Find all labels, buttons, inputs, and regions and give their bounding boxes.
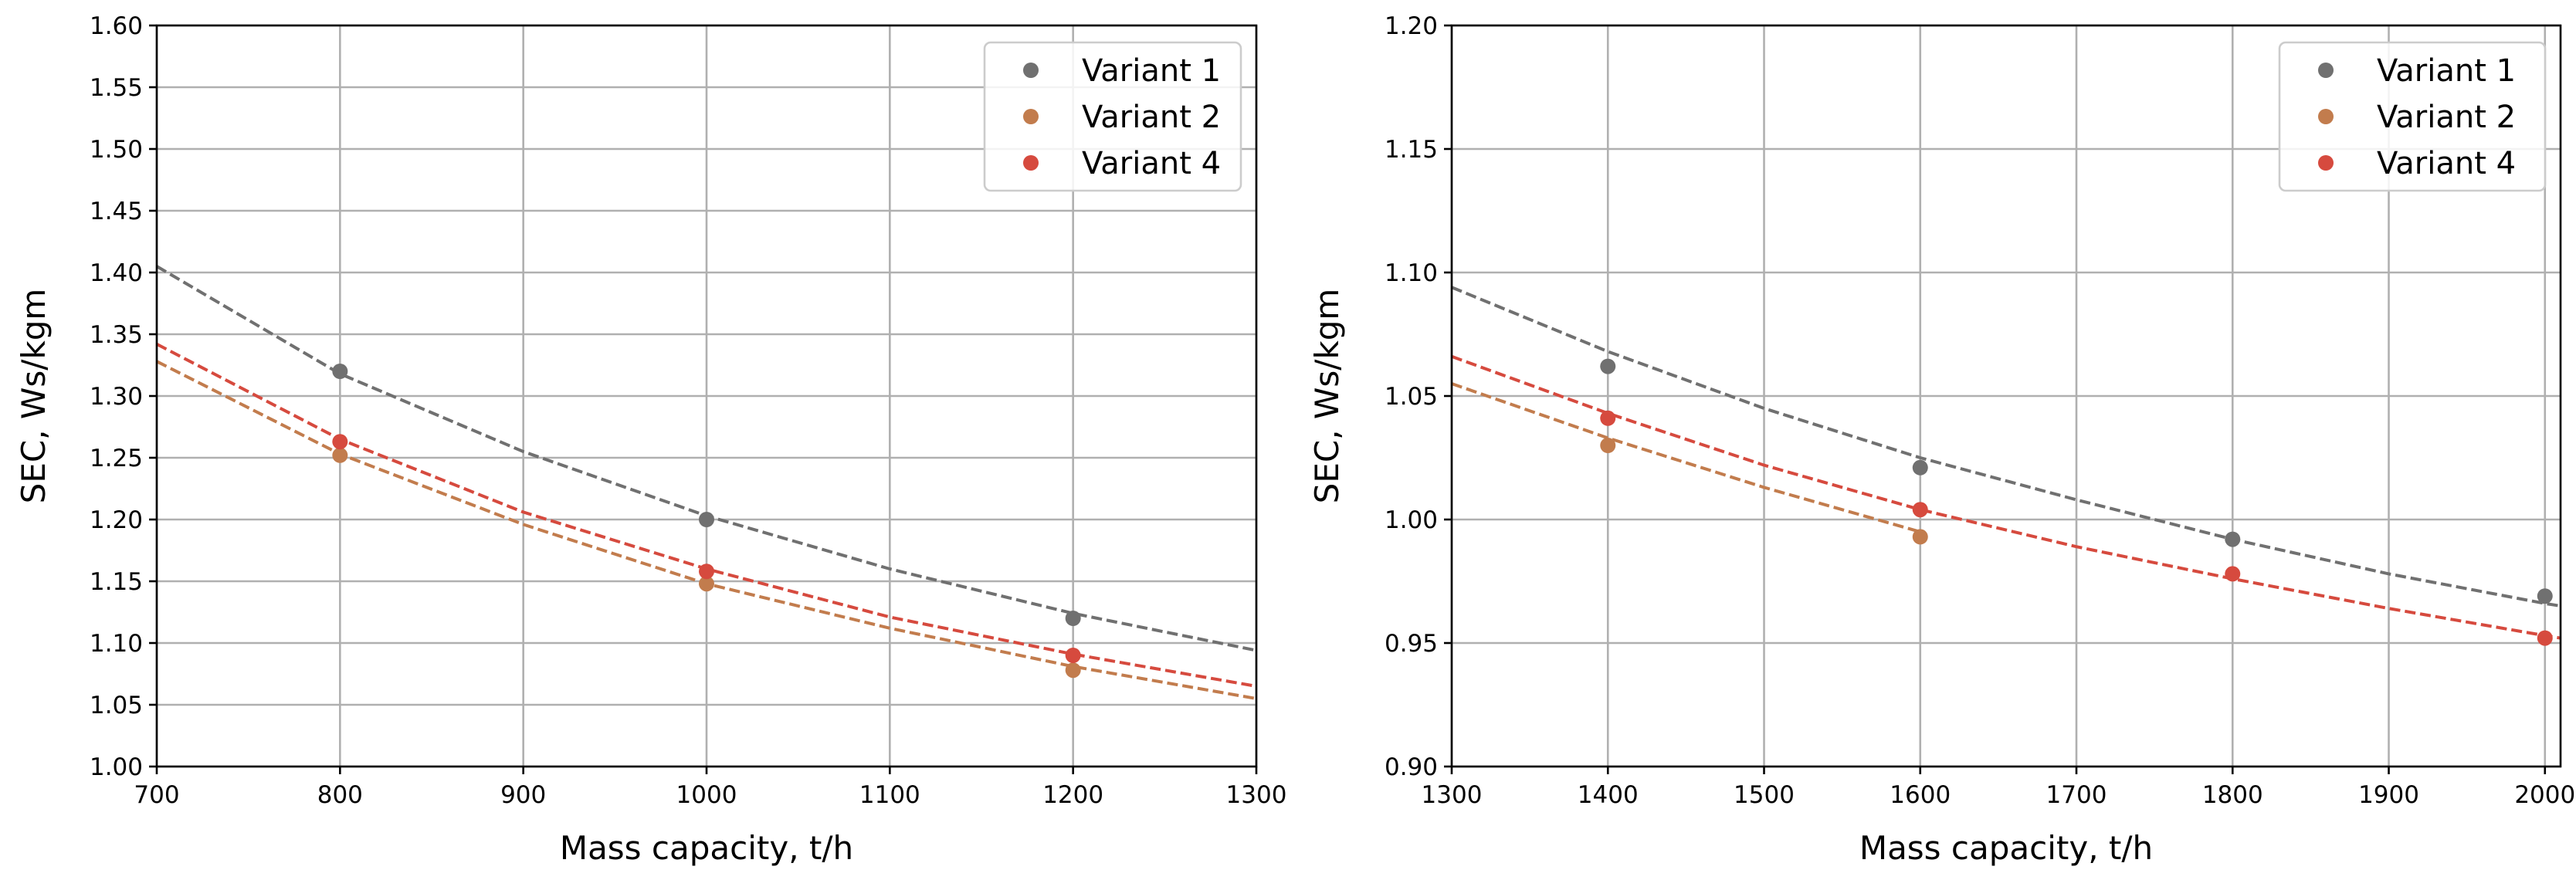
y-tick-label: 1.15 — [90, 568, 143, 596]
data-point — [1912, 502, 1928, 518]
y-axis-label: SEC, Ws/kgm — [15, 289, 53, 504]
data-point — [1600, 358, 1616, 374]
x-axis-label: Mass capacity, t/h — [1859, 829, 2153, 867]
data-point — [1912, 529, 1928, 545]
legend-label: Variant 2 — [2377, 100, 2516, 135]
data-point — [2225, 531, 2241, 547]
data-point — [1065, 611, 1081, 626]
chart-panel-2: 1300 1400 1500 1600 1700 1800 1900 2000 0.90 0.95… — [1308, 12, 2575, 867]
y-tick-label: 1.35 — [90, 321, 143, 349]
plot-area — [157, 265, 1256, 700]
x-tick-label: 1200 — [1042, 781, 1103, 809]
y-tick-label: 1.20 — [1385, 12, 1438, 40]
data-point — [332, 434, 348, 450]
y-tick-label: 1.20 — [90, 506, 143, 534]
y-tick-label: 0.95 — [1385, 630, 1438, 658]
x-tick-label: 1300 — [1422, 781, 1483, 809]
plot-frame — [1450, 24, 2562, 768]
y-tick-label: 1.10 — [90, 630, 143, 658]
fit-line — [1452, 354, 2561, 640]
data-point — [699, 576, 714, 592]
y-tick-label: 1.15 — [1385, 136, 1438, 164]
x-axis-label: Mass capacity, t/h — [560, 829, 853, 867]
y-tick-label: 1.40 — [90, 259, 143, 287]
legend-box — [2278, 41, 2547, 192]
legend: Variant 1 Variant 2 Variant 4 — [983, 41, 1242, 192]
legend-label: Variant 4 — [2377, 146, 2516, 181]
y-tick-label: 1.45 — [90, 198, 143, 225]
data-point — [1065, 662, 1081, 679]
y-tick-label: 1.50 — [90, 136, 143, 164]
x-tick-label: 1900 — [2358, 781, 2419, 809]
data-point — [332, 447, 348, 463]
x-tick-label: 1500 — [1734, 781, 1795, 809]
y-tick-label: 1.60 — [90, 12, 143, 40]
plot-frame — [155, 24, 1258, 768]
chart-panel-1: 700 800 900 1000 1100 1200 1300 1.00 1.05 1.10 1.1… — [15, 12, 1286, 867]
legend-label: Variant 1 — [1082, 53, 1221, 89]
legend-label: Variant 2 — [1082, 100, 1221, 135]
legend-box — [983, 41, 1242, 192]
x-tick-label: 1800 — [2202, 781, 2263, 809]
x-tick-label: 1600 — [1890, 781, 1951, 809]
x-tick-label: 1000 — [676, 781, 737, 809]
x-tick-label: 1300 — [1226, 781, 1287, 809]
x-tick-label: 1400 — [1578, 781, 1639, 809]
y-tick-label: 1.10 — [1385, 259, 1438, 287]
data-point — [699, 564, 714, 580]
legend-label: Variant 1 — [2377, 53, 2516, 89]
data-point — [1912, 459, 1928, 476]
data-point — [1600, 438, 1616, 453]
y-tick-label: 1.00 — [1385, 506, 1438, 534]
y-axis-label: SEC, Ws/kgm — [1308, 289, 1346, 504]
x-tick-label: 900 — [500, 781, 546, 809]
plot-area — [1452, 286, 2561, 646]
x-tick-label: 700 — [134, 781, 179, 809]
legend-marker — [2318, 155, 2334, 171]
legend-marker — [1023, 109, 1039, 124]
legend-label: Variant 4 — [1082, 146, 1221, 181]
x-tick-label: 2000 — [2514, 781, 2575, 809]
y-tick-label: 1.05 — [90, 692, 143, 719]
legend: Variant 1 Variant 2 Variant 4 — [2278, 41, 2547, 192]
legend-marker — [1023, 155, 1039, 171]
y-tick-label: 0.90 — [1385, 753, 1438, 781]
x-tick-label: 1100 — [859, 781, 920, 809]
data-point — [1600, 410, 1616, 426]
data-point — [332, 364, 348, 379]
y-tick-label: 1.30 — [90, 383, 143, 411]
legend-marker — [1023, 63, 1039, 78]
data-point — [2537, 630, 2553, 646]
data-point — [2225, 566, 2241, 582]
legend-marker — [2318, 63, 2334, 78]
legend-marker — [2318, 109, 2334, 124]
x-tick-label: 800 — [317, 781, 363, 809]
data-point — [699, 512, 714, 527]
y-tick-label: 1.05 — [1385, 383, 1438, 411]
data-point — [2537, 588, 2553, 604]
x-tick-label: 1700 — [2046, 781, 2107, 809]
fit-line — [1452, 382, 1921, 533]
fit-line — [1452, 286, 2561, 608]
y-tick-label: 1.00 — [90, 753, 143, 781]
y-tick-label: 1.25 — [90, 445, 143, 472]
data-point — [1065, 648, 1081, 663]
y-tick-label: 1.55 — [90, 74, 143, 102]
